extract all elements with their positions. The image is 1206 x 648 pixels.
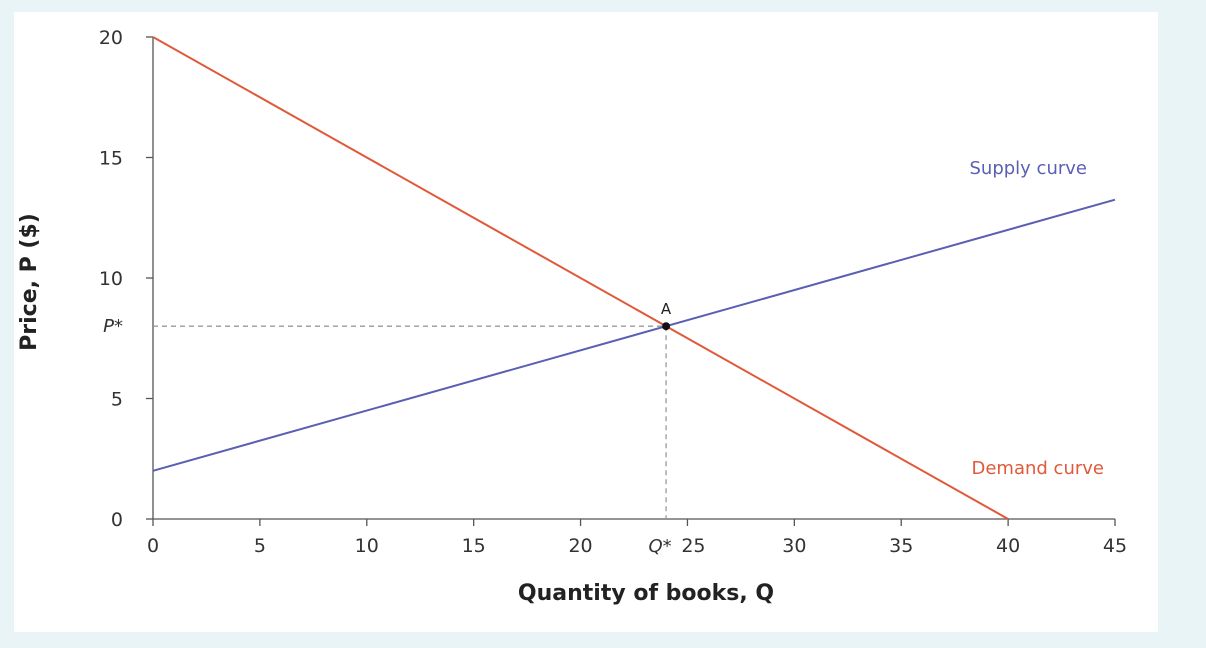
- equilibrium-point: [662, 322, 671, 331]
- y-tick-label-5: 5: [111, 389, 123, 411]
- y-tick-label-10: 10: [99, 268, 123, 290]
- supply-demand-chart: 0 5 10 15 20 25 30 35 40 45 0 5 10 15 20 Supply curve De…: [17, 27, 1127, 606]
- chart-panel: 0 5 10 15 20 25 30 35 40 45 0 5 10 15 20 Supply curve De…: [14, 12, 1158, 632]
- x-tick-label-5: 5: [254, 535, 266, 557]
- x-axis-title: Quantity of books, Q: [518, 581, 774, 606]
- y-tick-label-20: 20: [99, 27, 123, 49]
- tick-marks: [146, 36, 1116, 526]
- supply-curve-line: [152, 198, 1116, 472]
- x-tick-label-20: 20: [568, 535, 592, 557]
- x-tick-label-10: 10: [355, 535, 379, 557]
- x-tick-label-30: 30: [782, 535, 806, 557]
- x-tick-label-25: 25: [681, 535, 705, 557]
- x-tick-label-0: 0: [147, 535, 159, 557]
- x-tick-label-35: 35: [889, 535, 913, 557]
- x-tick-label-15: 15: [462, 535, 486, 557]
- equilibrium-point-label: A: [661, 300, 672, 318]
- x-tick-label-45: 45: [1103, 535, 1127, 557]
- demand-curve-label: Demand curve: [972, 458, 1105, 479]
- x-tick-label-40: 40: [996, 535, 1020, 557]
- chart-labels: 0 5 10 15 20 25 30 35 40 45 0 5 10 15 20 Supply curve De…: [99, 27, 1127, 557]
- demand-curve-line: [152, 36, 1009, 520]
- y-tick-label-15: 15: [99, 148, 123, 170]
- y-tick-label-0: 0: [111, 509, 123, 531]
- axes: [152, 37, 1115, 520]
- y-axis-title: Price, P ($): [17, 213, 42, 351]
- equilibrium-guides: [153, 325, 667, 519]
- supply-curve-label: Supply curve: [970, 158, 1088, 179]
- p-star-label: P*: [103, 316, 123, 337]
- q-star-label: Q*: [648, 536, 671, 557]
- series-lines: [152, 36, 1116, 520]
